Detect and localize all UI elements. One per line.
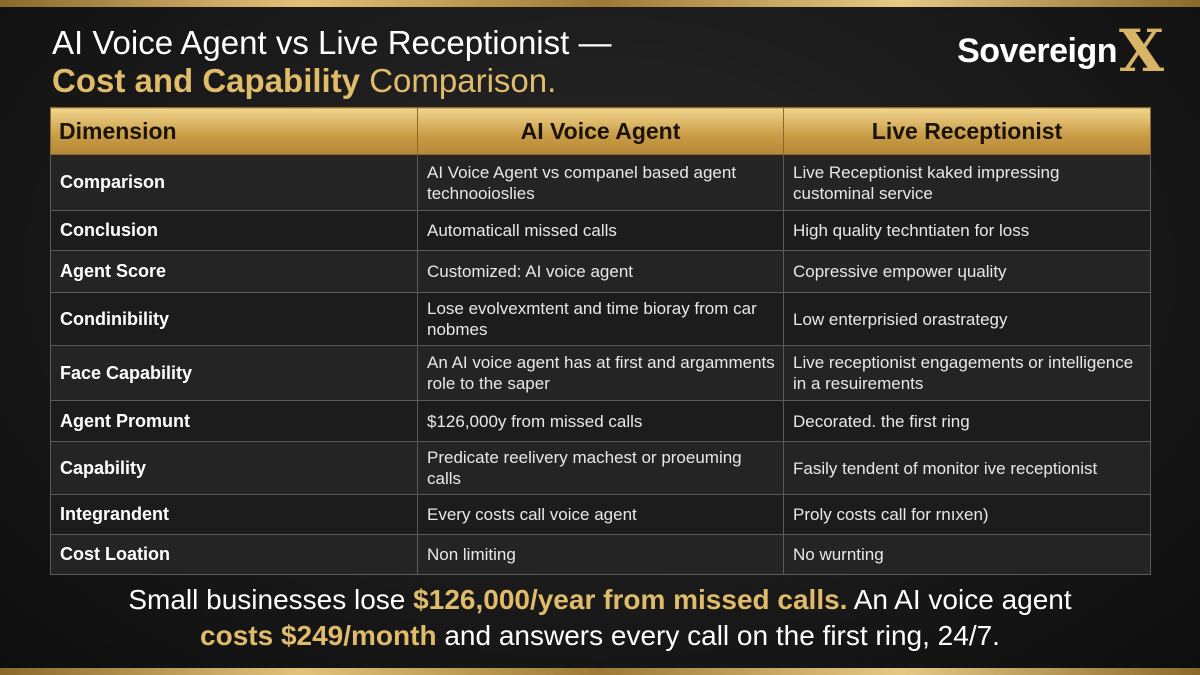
title-line: AI Voice Agent vs Live Receptionist —: [52, 24, 612, 61]
table-row: Integrandent Every costs call voice agent…: [50, 494, 1151, 535]
table-cell: Every costs call voice agent: [417, 494, 784, 535]
table-cell: Predicate reelivery machest or proeuming…: [417, 441, 784, 495]
logo-mark: X: [1118, 17, 1164, 85]
table-cell: Non limiting: [417, 534, 784, 575]
table-cell: Fasily tendent of monitor ive receptioni…: [783, 441, 1151, 495]
top-border: [0, 0, 1200, 7]
table-cell: Lose evolve⁠xmtent and time bioray from …: [417, 292, 784, 346]
table-row: Face Capability An AI voice agent has at …: [50, 345, 1151, 401]
footer-text: Small businesses lose: [128, 584, 406, 615]
comparison-table: Dimension AI Voice Agent Live Receptionist…: [50, 107, 1151, 575]
table-cell: Decorated. the first ring: [783, 400, 1151, 442]
row-label: Face Capability: [50, 345, 418, 401]
table-cell: Automaticall missed calls: [417, 210, 784, 251]
header-row: Dimension AI Voice Agent Live Receptionist: [50, 107, 1151, 155]
row-label: Cost Loation: [50, 534, 418, 575]
footer-text: An AI voice agent: [853, 584, 1072, 615]
table-cell: Customized: AI voice agent: [417, 250, 784, 293]
table-cell: Live Receptionist kaked impressing custo…: [783, 154, 1151, 211]
table-row: Agent Score Customized: AI voice agent Cop…: [50, 250, 1151, 293]
logo-text: Sovereign: [957, 31, 1117, 70]
table-cell: Live receptionist engagements or intelli…: [783, 345, 1151, 401]
table-row: Cost Loation Non limiting No wurnting: [50, 534, 1151, 575]
table-cell: $126,000y from missed calls: [417, 400, 784, 442]
table-cell: Low enterprisied orastrategy: [783, 292, 1151, 346]
row-label: Capability: [50, 441, 418, 495]
row-label: Agent Promunt: [50, 400, 418, 442]
table-cell: AI Voice Agent vs companel based agent t…: [417, 154, 784, 211]
row-label: Condinibility: [50, 292, 418, 346]
title-rest: Comparison.: [369, 62, 557, 99]
table-row: Capability Predicate reelivery machest or…: [50, 441, 1151, 495]
table-cell: High quality techntiaten for loss: [783, 210, 1151, 251]
footer-line: costs $249/month and answers every call …: [0, 618, 1200, 654]
footer-highlight: $126,000/year from missed calls.: [413, 584, 848, 615]
table-row: Conclusion Automaticall missed calls High …: [50, 210, 1151, 251]
title: AI Voice Agent vs Live Receptionist — Co…: [52, 24, 611, 100]
table-row: Agent Promunt $126,000y from missed calls…: [50, 400, 1151, 442]
table-cell: Proly costs call for rnıxen): [783, 494, 1151, 535]
footer-text: and answers every call on the first ring…: [444, 620, 1000, 651]
row-label: Integrandent: [50, 494, 418, 535]
table-cell: Copressive empower ɥuality: [783, 250, 1151, 293]
column-header: AI Voice Agent: [417, 107, 784, 155]
logo: Sovereign X: [957, 17, 1164, 85]
table-cell: An AI voice agent has at first and argam…: [417, 345, 784, 401]
row-label: Agent Score: [50, 250, 418, 293]
title-line: Cost and Capability Comparison.: [52, 62, 611, 100]
column-header: Dimension: [50, 107, 418, 155]
row-label: Conclusion: [50, 210, 418, 251]
table-cell: No wurnting: [783, 534, 1151, 575]
footer-highlight: costs $249/month: [200, 620, 437, 651]
footer-line: Small businesses lose $126,000/year from…: [0, 582, 1200, 618]
table-row: Comparison AI Voice Agent vs companel bas…: [50, 154, 1151, 211]
title-highlight: Cost and Capability: [52, 62, 361, 99]
table-row: Condinibility Lose evolve⁠xmtent and time…: [50, 292, 1151, 346]
table-body: Comparison AI Voice Agent vs companel bas…: [50, 154, 1151, 575]
bottom-border: [0, 668, 1200, 675]
column-header: Live Receptionist: [783, 107, 1151, 155]
row-label: Comparison: [50, 154, 418, 211]
footer: Small businesses lose $126,000/year from…: [0, 582, 1200, 654]
